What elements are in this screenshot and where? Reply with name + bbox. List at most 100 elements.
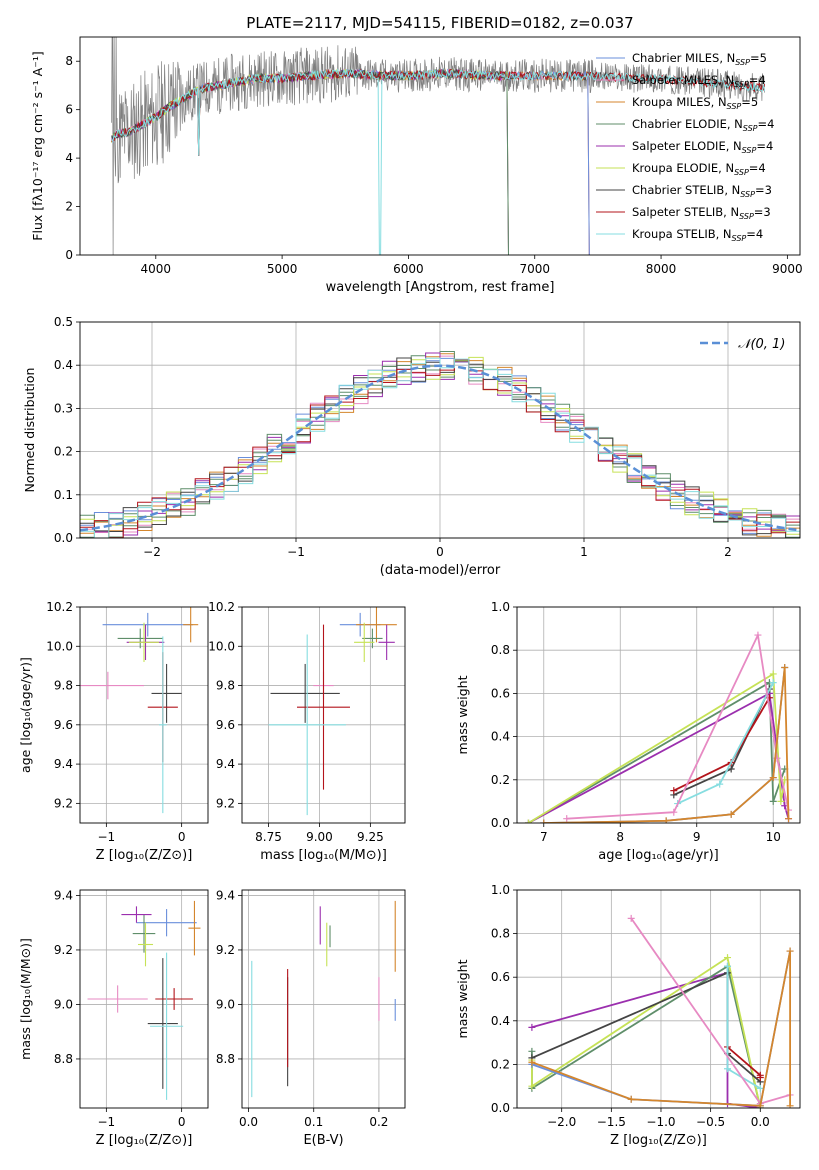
x-tick-label: −0.5 bbox=[696, 1115, 725, 1129]
weight-marker-km bbox=[786, 947, 794, 955]
model-spectrum-ce bbox=[111, 68, 509, 255]
weight-marker-ce bbox=[769, 797, 777, 805]
x-tick-label: 5000 bbox=[267, 262, 298, 276]
y-tick-label: 8.8 bbox=[216, 1052, 235, 1066]
weight-marker-ke bbox=[777, 797, 785, 805]
x-tick-label: 1 bbox=[580, 545, 588, 559]
x-tick-label: 9.00 bbox=[306, 830, 333, 844]
weight-marker-km bbox=[781, 663, 789, 671]
x-tick-label: −1 bbox=[287, 545, 305, 559]
x-tick-label: 8.75 bbox=[255, 830, 282, 844]
age-vs-Z-axes: −1 0 9.2 9.4 9.6 9.8 10.0 10.2 Z [log₁₀(Z/Z⊙)] ag… bbox=[18, 600, 208, 863]
weight-marker-ks bbox=[724, 962, 732, 970]
x-tick-label: 0.0 bbox=[751, 1115, 770, 1129]
x-axis-label: E(B-V) bbox=[303, 1133, 343, 1148]
y-axis-label: age [log₁₀(age/yr)] bbox=[18, 657, 33, 773]
x-tick-label: 0.2 bbox=[369, 1115, 388, 1129]
x-tick-label: 7 bbox=[540, 830, 548, 844]
x-tick-label: 0.0 bbox=[239, 1115, 258, 1129]
x-tick-label: 9 bbox=[693, 830, 701, 844]
y-tick-label: 0.0 bbox=[491, 1101, 510, 1115]
weight-marker-km bbox=[786, 1102, 794, 1108]
legend-label-km: Kroupa MILES, NSSP=5 bbox=[632, 95, 758, 111]
mass-vs-Z-frame bbox=[79, 889, 209, 1109]
y-tick-label: 9.0 bbox=[216, 997, 235, 1011]
weight-marker-km bbox=[769, 774, 777, 782]
normal-curve bbox=[79, 364, 801, 532]
residual-histograms bbox=[80, 351, 800, 538]
y-tick-label: 9.4 bbox=[54, 888, 73, 902]
weight-line-se bbox=[531, 971, 761, 1108]
model-spectrum-ks bbox=[111, 68, 766, 255]
legend-label-ke: Kroupa ELODIE, NSSP=4 bbox=[632, 161, 766, 177]
model-spectrum-ke bbox=[111, 68, 509, 255]
y-axis-label: Flux [fλ10⁻¹⁷ erg cm⁻² s⁻¹ A⁻¹] bbox=[30, 51, 45, 240]
y-tick-label: 8 bbox=[65, 54, 73, 68]
weight-marker-ce bbox=[528, 1047, 536, 1055]
weight-line-ce bbox=[528, 681, 786, 823]
x-tick-label: −1.0 bbox=[646, 1115, 675, 1129]
x-axis-label: age [log₁₀(age/yr)] bbox=[598, 848, 719, 863]
weight-line-ks bbox=[677, 682, 774, 805]
x-tick-label: 7000 bbox=[519, 262, 550, 276]
weight-marker-km bbox=[540, 819, 548, 823]
weight-marker-ks bbox=[724, 1065, 732, 1073]
spectrum-frame bbox=[79, 36, 801, 256]
weight-marker-sm bbox=[627, 914, 635, 922]
x-tick-label: 9.25 bbox=[357, 830, 384, 844]
legend-label-sm: Salpeter MILES, NSSP=4 bbox=[632, 73, 766, 89]
x-tick-label: 9000 bbox=[772, 262, 803, 276]
y-tick-label: 0.2 bbox=[491, 1057, 510, 1071]
weight-marker-km bbox=[662, 817, 670, 823]
x-tick-label: 0 bbox=[436, 545, 444, 559]
x-axis-label: Z [log₁₀(Z/Z⊙)] bbox=[96, 1133, 193, 1148]
weight-line-ce bbox=[531, 964, 762, 1108]
age-vs-mass-points bbox=[268, 607, 397, 816]
y-tick-label: 0.0 bbox=[54, 531, 73, 545]
legend-label-cm: Chabrier MILES, NSSP=5 bbox=[632, 51, 767, 67]
y-tick-label: 10.2 bbox=[46, 600, 73, 614]
mass-vs-EBV-axes: 0.0 0.1 0.2 8.8 9.0 9.2 9.4 E(B-V) bbox=[216, 888, 405, 1148]
y-tick-label: 0 bbox=[65, 248, 73, 262]
y-tick-label: 0.8 bbox=[491, 927, 510, 941]
y-tick-label: 6 bbox=[65, 103, 73, 117]
y-tick-label: 0.4 bbox=[491, 730, 510, 744]
x-axis-label: Z [log₁₀(Z/Z⊙)] bbox=[96, 848, 193, 863]
y-tick-label: 4 bbox=[65, 151, 73, 165]
x-tick-label: 8 bbox=[616, 830, 624, 844]
weight-marker-ke bbox=[769, 670, 777, 678]
y-tick-label: 9.2 bbox=[216, 943, 235, 957]
mass-vs-EBV-frame bbox=[241, 889, 406, 1109]
x-axis-label: wavelength [Angstrom, rest frame] bbox=[326, 280, 555, 295]
y-tick-label: 0.2 bbox=[54, 445, 73, 459]
y-tick-label: 10.0 bbox=[208, 639, 235, 653]
residuals-frame bbox=[79, 321, 801, 539]
mass-weight-vs-age-frame bbox=[516, 606, 801, 824]
weight-marker-km bbox=[627, 1095, 635, 1103]
y-tick-label: 0.8 bbox=[491, 643, 510, 657]
legend-label-se: Salpeter ELODIE, NSSP=4 bbox=[632, 139, 773, 155]
weight-marker-ke bbox=[724, 954, 732, 962]
y-tick-label: 1.0 bbox=[491, 883, 510, 897]
y-tick-label: 0.3 bbox=[54, 401, 73, 415]
weight-marker-km bbox=[785, 815, 793, 823]
y-tick-label: 9.2 bbox=[54, 796, 73, 810]
x-tick-label: −1 bbox=[98, 830, 116, 844]
weight-marker-ke bbox=[528, 1082, 536, 1090]
x-tick-label: 8000 bbox=[646, 262, 677, 276]
model-spectrum-se bbox=[111, 68, 509, 255]
age-vs-mass-frame bbox=[241, 606, 406, 824]
weight-marker-ss bbox=[756, 1073, 764, 1081]
age-vs-Z-points bbox=[80, 607, 199, 814]
x-tick-label: −2.0 bbox=[547, 1115, 576, 1129]
y-tick-label: 10.0 bbox=[46, 639, 73, 653]
weight-marker-se bbox=[528, 1023, 536, 1031]
weight-line-se bbox=[528, 691, 790, 823]
weight-line-cs bbox=[531, 971, 761, 1083]
spectrum-axes: 4000 5000 6000 7000 8000 9000 0 2 4 6 8 wavelength … bbox=[30, 51, 803, 295]
y-axis-label: mass weight bbox=[455, 675, 470, 754]
x-axis-label: (data-model)/error bbox=[380, 563, 501, 578]
mass-vs-Z-axes: −1 0 8.8 9.0 9.2 9.4 Z [log₁₀(Z/Z⊙)] mass [log₁… bbox=[18, 888, 208, 1148]
y-tick-label: 0.4 bbox=[491, 1014, 510, 1028]
weight-line-ke bbox=[531, 956, 762, 1108]
